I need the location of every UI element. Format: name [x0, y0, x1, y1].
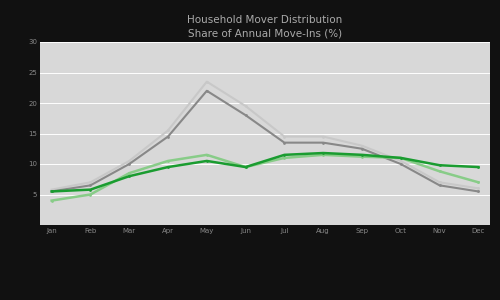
Title: Household Mover Distribution
Share of Annual Move-Ins (%): Household Mover Distribution Share of An…: [188, 15, 342, 38]
